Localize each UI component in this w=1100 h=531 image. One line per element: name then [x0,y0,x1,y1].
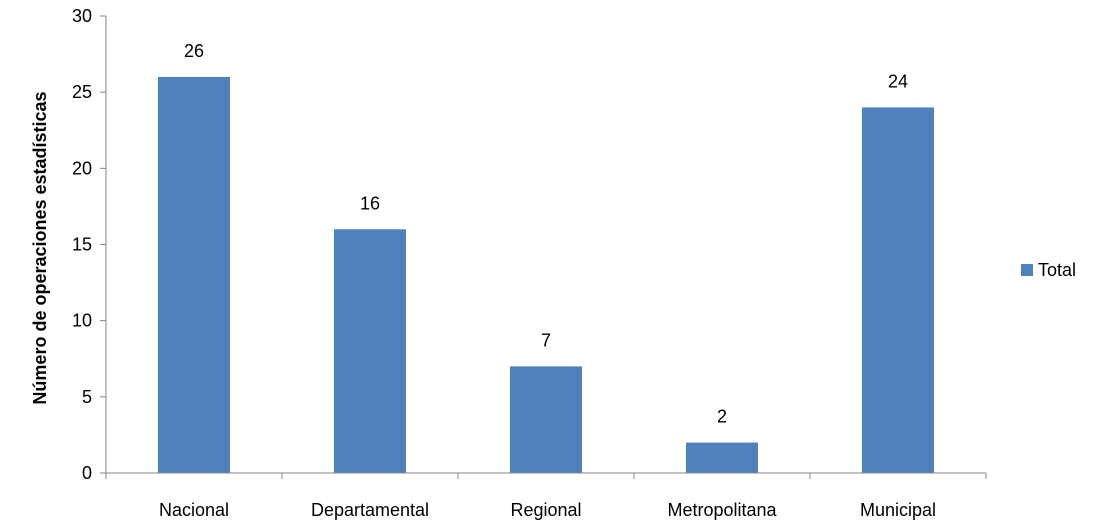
bar [158,76,230,473]
category-label: Nacional [159,500,229,520]
category-label: Municipal [860,500,936,520]
data-labels: 26 16 7 2 24 [184,41,908,427]
y-axis-title: Número de operaciones estadísticas [30,91,50,404]
y-tick-label: 5 [82,387,92,407]
bar [334,229,406,473]
y-tick-label: 30 [72,6,92,26]
bars [158,76,934,474]
bar-value-label: 24 [888,71,908,91]
legend: Total [1021,260,1076,280]
legend-label: Total [1038,260,1076,280]
category-label: Departamental [311,500,429,520]
category-label: Regional [510,500,581,520]
x-axis-ticks [105,473,987,479]
bar-value-label: 26 [184,41,204,61]
y-tick-label: 15 [72,235,92,255]
legend-swatch [1021,264,1033,276]
y-tick-label: 10 [72,311,92,331]
y-axis-ticks: 0 5 10 15 20 25 30 [72,6,106,483]
bar [862,107,934,474]
category-label: Metropolitana [667,500,777,520]
bar-value-label: 2 [717,407,727,427]
y-tick-label: 20 [72,158,92,178]
category-labels: Nacional Departamental Regional Metropolita… [159,500,936,520]
bar [510,366,582,473]
bar [686,442,758,473]
y-tick-label: 25 [72,82,92,102]
bar-value-label: 7 [541,330,551,350]
bar-value-label: 16 [360,193,380,213]
y-tick-label: 0 [82,463,92,483]
